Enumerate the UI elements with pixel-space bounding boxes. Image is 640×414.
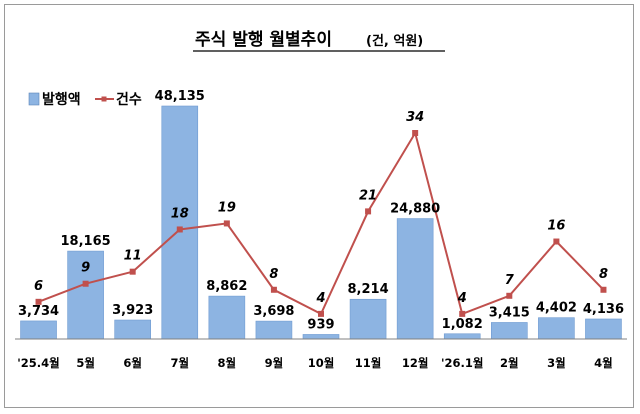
line-series: [35, 130, 607, 317]
bar: [161, 105, 199, 340]
x-tick-label: 2월: [500, 356, 519, 370]
bar: [538, 317, 575, 340]
bar-value-label: 18,165: [61, 234, 111, 249]
count-value-label: 8: [269, 267, 278, 282]
legend: 발행액 건수: [28, 91, 142, 108]
count-value-label: 9: [81, 261, 90, 276]
line-point: [270, 286, 277, 293]
bar: [491, 322, 528, 340]
bar-labels: 3,734 18,165 3,923 48,135 8,862 3,698 939 8,214…: [18, 89, 624, 332]
line-point: [223, 220, 230, 227]
x-tick-label: '25.4월: [17, 356, 59, 370]
bar-value-label: 48,135: [155, 89, 205, 104]
x-tick-label: 3월: [547, 356, 566, 370]
x-tick-label: 8월: [218, 356, 237, 370]
count-value-label: 11: [124, 249, 142, 264]
bar-value-label: 4,402: [536, 301, 577, 316]
chart-svg: 주식 발행 월별추이 (건, 억원) 발행액 건수 3,734 18,165 3,9…: [15, 30, 627, 370]
line-point: [176, 226, 183, 233]
x-tick-labels: '25.4월 5월 6월 7월 8월 9월 10월 11월 12월 '26.1월 2월 3월 4월: [17, 356, 612, 370]
bar-value-label: 3,734: [18, 304, 59, 319]
count-value-label: 4: [315, 291, 325, 306]
chart-unit: (건, 억원): [366, 33, 423, 49]
x-tick-label: 10월: [308, 356, 335, 370]
count-value-label: 16: [547, 219, 565, 234]
x-tick-label: 7월: [170, 356, 189, 370]
count-value-label: 18: [171, 206, 189, 221]
line-point: [318, 310, 324, 317]
line-point: [365, 208, 372, 215]
bar: [349, 298, 387, 340]
legend-line-label: 건수: [116, 91, 142, 108]
chart-frame: 주식 발행 월별추이 (건, 억원) 발행액 건수 3,734 18,165 3,9…: [4, 4, 634, 408]
x-tick-label: 6월: [123, 356, 142, 370]
bar-value-label: 3,698: [253, 304, 294, 319]
bar-value-label: 1,082: [442, 317, 483, 332]
bar-value-label: 3,923: [112, 303, 153, 318]
bar-value-label: 8,214: [348, 282, 389, 297]
count-value-label: 21: [359, 188, 377, 203]
bar: [255, 320, 293, 340]
line-point: [553, 238, 560, 245]
legend-bar-label: 발행액: [42, 91, 81, 108]
bar: [396, 218, 434, 340]
legend-bar-swatch: [28, 92, 40, 106]
bar-value-label: 939: [307, 317, 334, 332]
bar-value-label: 8,862: [206, 279, 247, 294]
count-value-label: 34: [406, 110, 424, 125]
x-tick-label: 12월: [402, 356, 429, 370]
bar: [302, 334, 340, 340]
line-point: [459, 310, 466, 317]
count-value-label: 7: [505, 273, 515, 288]
bar: [114, 319, 151, 340]
line-point: [35, 298, 42, 305]
bar: [67, 250, 104, 340]
x-tick-label: 9월: [265, 356, 284, 370]
count-line: [38, 130, 605, 316]
x-tick-label: 11월: [355, 356, 382, 370]
count-value-label: 8: [599, 267, 608, 282]
line-point: [82, 280, 89, 287]
line-point: [506, 292, 513, 299]
chart-title: 주식 발행 월별추이: [195, 30, 332, 50]
line-point: [412, 130, 419, 136]
count-value-label: 19: [218, 200, 236, 215]
chart-title-group: 주식 발행 월별추이 (건, 억원): [193, 30, 445, 52]
bar: [20, 320, 57, 340]
x-tick-label: '26.1월: [441, 356, 483, 370]
line-point: [600, 286, 607, 293]
bar-value-label: 24,880: [390, 202, 440, 217]
bar: [585, 318, 622, 340]
bar-value-label: 3,415: [489, 305, 530, 320]
x-tick-label: 4월: [594, 356, 613, 370]
bar: [443, 333, 481, 340]
count-value-label: 4: [457, 291, 467, 306]
legend-line-marker: [101, 96, 107, 102]
line-point: [129, 268, 136, 275]
bar: [208, 295, 246, 340]
bar-value-label: 4,136: [583, 302, 624, 317]
x-tick-label: 5월: [76, 356, 95, 370]
bar-series: [20, 105, 622, 340]
count-value-label: 6: [34, 279, 43, 294]
